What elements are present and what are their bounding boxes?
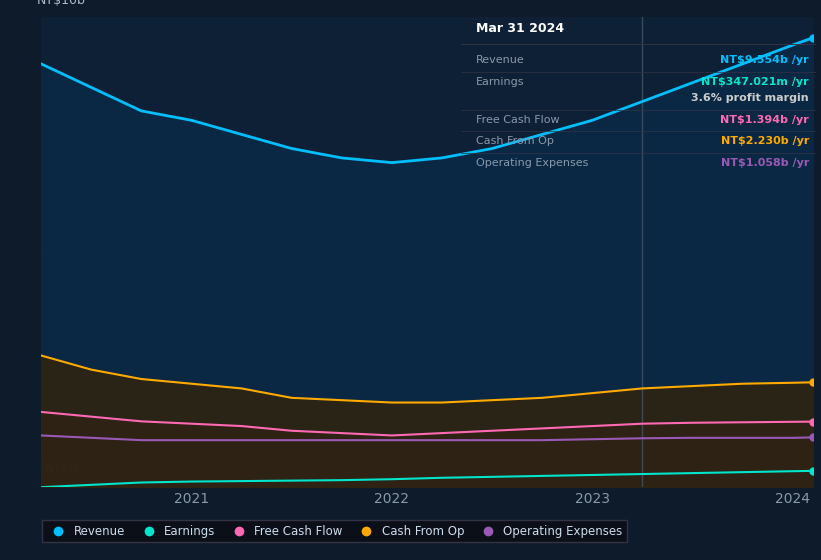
Text: Mar 31 2024: Mar 31 2024: [475, 22, 564, 35]
Text: NT$1.394b /yr: NT$1.394b /yr: [720, 115, 809, 125]
Text: NT$1.058b /yr: NT$1.058b /yr: [721, 158, 809, 167]
Text: 3.6% profit margin: 3.6% profit margin: [691, 94, 809, 103]
Text: NT$10b: NT$10b: [37, 0, 86, 7]
Legend: Revenue, Earnings, Free Cash Flow, Cash From Op, Operating Expenses: Revenue, Earnings, Free Cash Flow, Cash …: [42, 520, 627, 543]
Text: Revenue: Revenue: [475, 55, 525, 66]
Text: NT$2.230b /yr: NT$2.230b /yr: [721, 136, 809, 146]
Text: Operating Expenses: Operating Expenses: [475, 158, 588, 167]
Text: Free Cash Flow: Free Cash Flow: [475, 115, 559, 125]
Text: NT$347.021m /yr: NT$347.021m /yr: [701, 77, 809, 87]
Text: Cash From Op: Cash From Op: [475, 136, 553, 146]
Text: NT$9.554b /yr: NT$9.554b /yr: [720, 55, 809, 66]
Text: NT$0: NT$0: [45, 463, 78, 475]
Text: Earnings: Earnings: [475, 77, 524, 87]
